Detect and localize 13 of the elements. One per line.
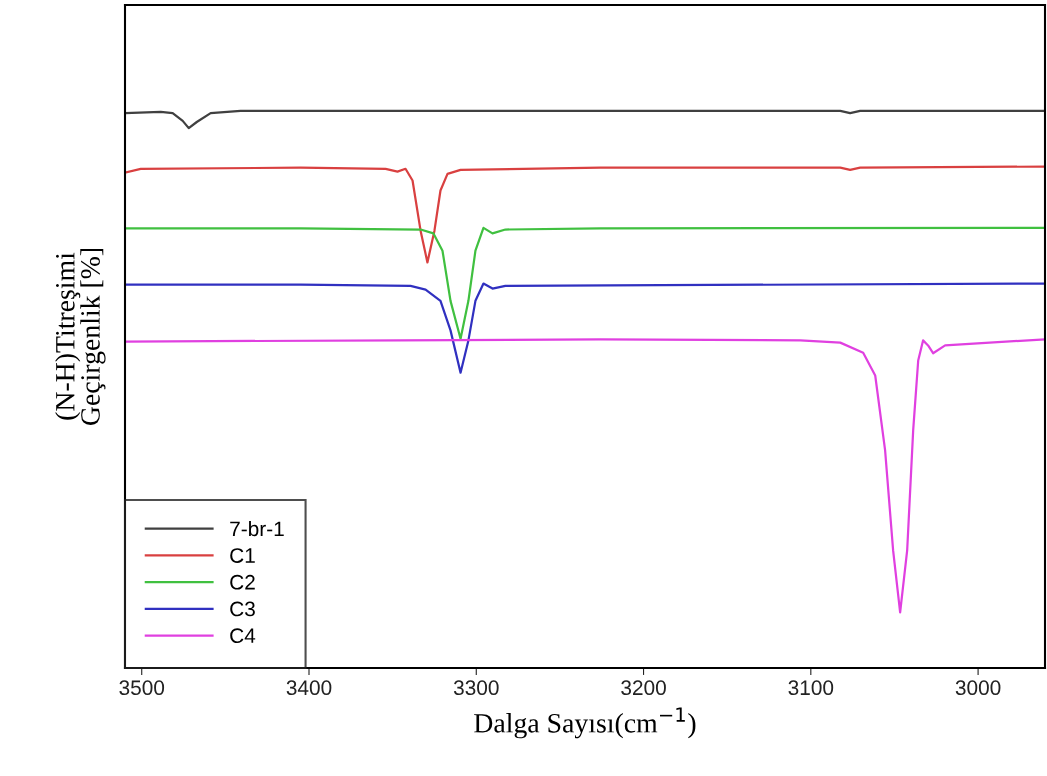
legend-label: C3 — [230, 601, 255, 617]
x-axis-title: Dalga Sayısı(cm$^{−1}$) — [474, 707, 696, 739]
x-tick-label: 3300 — [453, 680, 499, 696]
x-tick-label: 3400 — [286, 680, 332, 696]
legend-label: C4 — [230, 628, 256, 644]
x-tick-label: 3000 — [955, 680, 1001, 696]
x-tick-label: 3200 — [621, 680, 666, 696]
x-tick-label: 3100 — [788, 680, 834, 696]
x-tick-label: 3500 — [119, 680, 165, 696]
legend-label: C1 — [230, 548, 255, 563]
legend-label: 7-br-1 — [230, 520, 284, 537]
y-axis-title: (N-H)Titreşimi Geçirgenlik [%] — [55, 248, 106, 425]
legend-label: C2 — [230, 574, 255, 590]
